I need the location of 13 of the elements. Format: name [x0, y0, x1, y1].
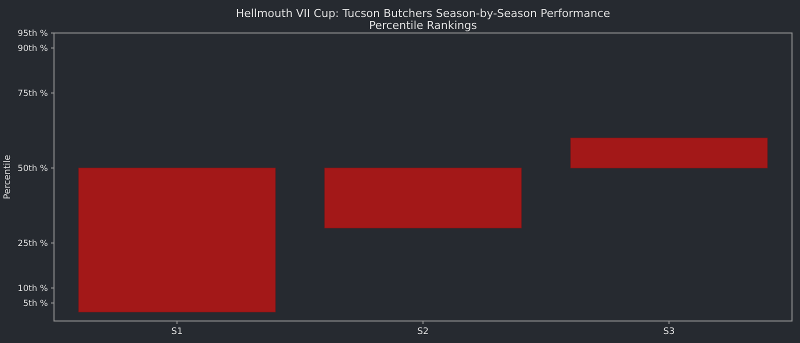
y-tick-label: 50th %	[18, 164, 48, 174]
y-tick-label: 10th %	[18, 284, 48, 294]
x-tick-label: S3	[663, 327, 675, 337]
y-tick-label: 25th %	[18, 238, 48, 249]
chart-subtitle: Percentile Rankings	[369, 19, 478, 32]
x-tick-label: S2	[417, 327, 429, 337]
y-tick-label: 95th %	[18, 28, 48, 39]
chart-title: Hellmouth VII Cup: Tucson Butchers Season-by-Season Performance	[236, 7, 610, 20]
y-tick-label: 90th %	[18, 44, 48, 54]
x-tick-label: S1	[171, 327, 183, 337]
y-axis-title: Percentile	[3, 154, 13, 200]
y-tick-label: 5th %	[23, 298, 48, 309]
y-tick-label: 75th %	[18, 88, 48, 99]
